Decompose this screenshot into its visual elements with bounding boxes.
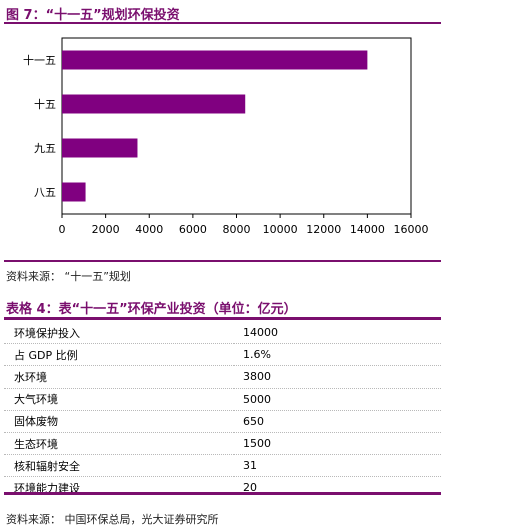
table-top-rule: [4, 317, 441, 320]
table-cell-label: 水环境: [14, 370, 47, 384]
bar-3: [62, 182, 86, 202]
table-cell-value: 1.6%: [243, 348, 271, 362]
x-tick-label: 2000: [92, 223, 120, 236]
table-cell-value: 14000: [243, 326, 278, 340]
x-ticks-layer: 0 2000 4000 6000 8000 10000 12000 14000 16000: [59, 214, 429, 236]
table-cell-value: 5000: [243, 392, 271, 406]
table-row: 生态环境 1500: [4, 432, 441, 455]
figure-title-rule: [4, 22, 441, 24]
x-tick-label: 14000: [350, 223, 385, 236]
table-cell-label: 大气环境: [14, 393, 58, 407]
bars-layer: [62, 50, 368, 202]
figure-bottom-rule: [4, 260, 441, 262]
table-cell-label: 固体废物: [14, 415, 58, 429]
table-source: 资料来源： 中国环保总局，光大证券研究所: [6, 513, 219, 526]
table-bottom-rule: [4, 492, 441, 495]
x-tick-label: 16000: [394, 223, 429, 236]
bar-0: [62, 50, 368, 70]
table-cell-label: 占 GDP 比例: [14, 348, 78, 362]
table-row: 占 GDP 比例 1.6%: [4, 344, 441, 366]
category-label: 十一五: [23, 53, 56, 67]
category-label: 八五: [34, 186, 56, 199]
category-label: 十五: [34, 97, 56, 111]
table-title: 表格 4：表“十一五”环保产业投资（单位：亿元）: [6, 302, 297, 317]
table-cell-value: 3800: [243, 370, 271, 384]
table-cell-label: 环境保护投入: [14, 326, 80, 340]
x-tick-label: 4000: [135, 223, 163, 236]
x-tick-label: 12000: [306, 223, 341, 236]
table-row: 核和辐射安全 31: [4, 455, 441, 477]
table-row: 水环境 3800: [4, 366, 441, 389]
table-row: 环境能力建设 20: [4, 477, 441, 499]
category-label: 九五: [34, 142, 56, 155]
table-cell-value: 20: [243, 481, 257, 495]
x-tick-label: 6000: [179, 223, 207, 236]
x-tick-label: 0: [59, 223, 66, 236]
x-tick-label: 10000: [263, 223, 298, 236]
table-cell-label: 生态环境: [14, 437, 58, 451]
table-cell-label: 核和辐射安全: [14, 459, 80, 473]
figure-title: 图 7：“十一五”规划环保投资: [6, 8, 180, 23]
table-cell-label: 环境能力建设: [14, 481, 80, 495]
investment-table: 环境保护投入 14000 占 GDP 比例 1.6% 水环境 3800 大气环境 5000 固体…: [4, 322, 441, 499]
x-tick-label: 8000: [223, 223, 251, 236]
bar-1: [62, 94, 246, 114]
table-row: 环境保护投入 14000: [4, 322, 441, 344]
table-cell-value: 650: [243, 414, 264, 428]
table-cell-value: 1500: [243, 437, 271, 451]
bar-2: [62, 138, 138, 158]
table-row: 大气环境 5000: [4, 388, 441, 411]
figure-source: 资料来源： “十一五”规划: [6, 270, 131, 283]
table-cell-value: 31: [243, 459, 257, 473]
table-row: 固体废物 650: [4, 410, 441, 433]
